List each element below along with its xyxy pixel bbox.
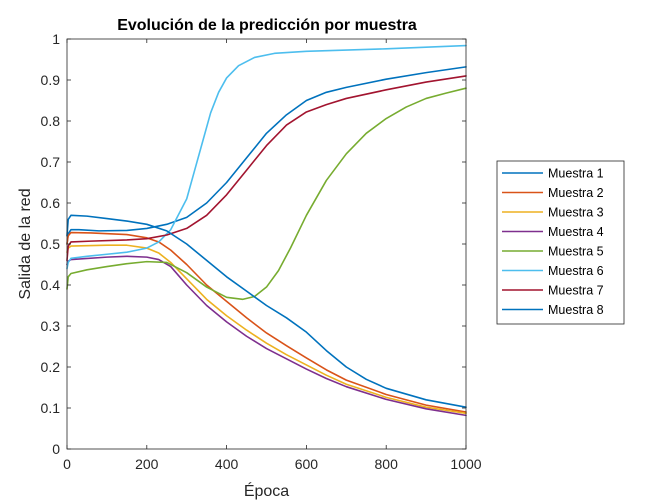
series-line-6 [66, 44, 467, 270]
legend-label-1: Muestra 1 [548, 167, 604, 181]
series-line-2 [66, 231, 467, 413]
legend-label-8: Muestra 8 [548, 303, 604, 317]
legend-label-4: Muestra 4 [548, 225, 604, 239]
legend-label-6: Muestra 6 [548, 264, 604, 278]
series-line-4 [66, 255, 467, 417]
x-tick-label: 400 [215, 456, 239, 472]
series-line-8 [66, 214, 467, 408]
legend-label-2: Muestra 2 [548, 186, 604, 200]
x-tick-label: 600 [295, 456, 319, 472]
x-tick-label: 200 [135, 456, 159, 472]
x-tick-label: 800 [375, 456, 399, 472]
chart-title: Evolución de la predicción por muestra [117, 17, 417, 34]
y-tick-label: 0 [52, 441, 60, 457]
legend-label-7: Muestra 7 [548, 284, 604, 298]
y-tick-label: 0.7 [41, 154, 61, 170]
y-axis: 0 0.1 0.2 0.3 0.4 0.5 0.6 0.7 0.8 0.9 1 [41, 31, 466, 457]
y-axis-title: Salida de la red [17, 188, 34, 299]
legend: Muestra 1 Muestra 2 Muestra 3 Muestra 4 Mues… [496, 160, 625, 325]
y-tick-label: 0.5 [41, 236, 61, 252]
y-tick-label: 1 [52, 31, 60, 47]
legend-label-3: Muestra 3 [548, 206, 604, 220]
y-tick-label: 0.3 [41, 318, 61, 334]
series-line-1 [66, 66, 467, 245]
series-line-7 [66, 75, 467, 262]
y-tick-label: 0.1 [41, 400, 61, 416]
legend-box [496, 160, 625, 325]
x-axis-title: Época [244, 481, 289, 500]
x-tick-label: 0 [63, 456, 71, 472]
plot-area [66, 38, 467, 450]
y-tick-label: 0.2 [41, 359, 61, 375]
x-tick-label: 1000 [450, 456, 481, 472]
x-axis: 0 200 400 600 800 1000 [63, 39, 482, 472]
legend-label-5: Muestra 5 [548, 245, 604, 259]
y-tick-label: 0.4 [41, 277, 61, 293]
series-line-3 [66, 244, 467, 415]
plot-background [67, 39, 466, 449]
y-tick-label: 0.8 [41, 113, 61, 129]
y-tick-label: 0.9 [41, 72, 61, 88]
y-tick-label: 0.6 [41, 195, 61, 211]
series-layer [66, 44, 467, 417]
